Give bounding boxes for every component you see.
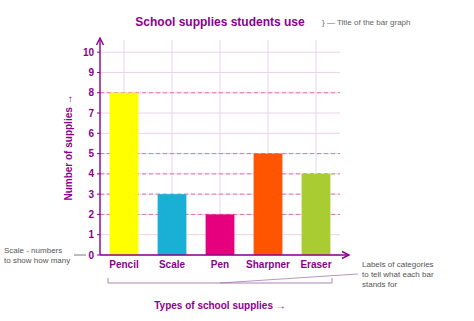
y-tick <box>97 214 100 215</box>
plot-area <box>100 93 340 255</box>
chart: 0 1 2 3 4 5 6 7 8 9 10 Pencil Scale Pen Sharpner Eraser… <box>0 0 474 321</box>
annotation-connector <box>220 274 358 283</box>
x-tick-label: Pencil <box>109 259 139 270</box>
axes: 0 1 2 3 4 5 6 7 8 9 10 Pencil Scale Pen Sharpner Eraser <box>83 38 349 270</box>
y-tick-label: 3 <box>88 189 94 200</box>
bar <box>206 214 235 255</box>
y-tick-label: 7 <box>88 108 94 119</box>
y-tick-label: 1 <box>88 229 94 240</box>
y-tick <box>97 52 100 53</box>
y-tick <box>97 173 100 174</box>
y-axis-arrow <box>97 38 104 45</box>
y-tick <box>97 194 100 195</box>
x-tick-label: Eraser <box>300 259 331 270</box>
bar <box>110 93 139 255</box>
x-axis-arrow <box>342 252 349 259</box>
y-tick <box>97 234 100 235</box>
bar <box>158 194 187 255</box>
y-tick-label: 0 <box>88 250 94 261</box>
text-line: to show how many <box>4 256 70 265</box>
y-tick-label: 4 <box>88 168 94 179</box>
x-tick-label: Sharpner <box>246 259 290 270</box>
x-axis-label: Types of school supplies → <box>154 300 286 311</box>
y-tick-label: 2 <box>88 209 94 220</box>
y-tick-label: 9 <box>88 67 94 78</box>
category-bracket <box>108 278 332 283</box>
y-tick <box>97 133 100 134</box>
text-line: stands for <box>362 280 397 289</box>
y-tick <box>97 255 100 256</box>
y-axis-label: Number of supplies → <box>63 94 74 200</box>
annotation: Labels of categoriesto tell what each ba… <box>362 260 434 289</box>
annotation-connector <box>74 255 86 256</box>
y-tick <box>97 113 100 114</box>
y-tick-label: 5 <box>88 148 94 159</box>
x-tick-label: Scale <box>159 259 186 270</box>
bar <box>302 174 331 255</box>
y-tick <box>97 92 100 93</box>
y-tick-label: 6 <box>88 128 94 139</box>
y-tick <box>97 72 100 73</box>
bar <box>254 154 283 255</box>
text-line: Scale - numbers <box>4 246 64 255</box>
x-tick-label: Pen <box>211 259 229 270</box>
y-tick-label: 8 <box>88 87 94 98</box>
text-line: to tell what each bar <box>362 270 434 279</box>
x-axis-line <box>100 254 348 255</box>
y-tick <box>97 153 100 154</box>
title: School supplies students use <box>135 15 305 29</box>
grid <box>100 40 340 255</box>
annotation: Scale - numbers to show how many <box>4 246 70 265</box>
y-tick-label: 10 <box>83 47 95 58</box>
annotation: } — Title of the bar graph <box>322 18 411 27</box>
text-line: Labels of categories <box>362 260 434 269</box>
